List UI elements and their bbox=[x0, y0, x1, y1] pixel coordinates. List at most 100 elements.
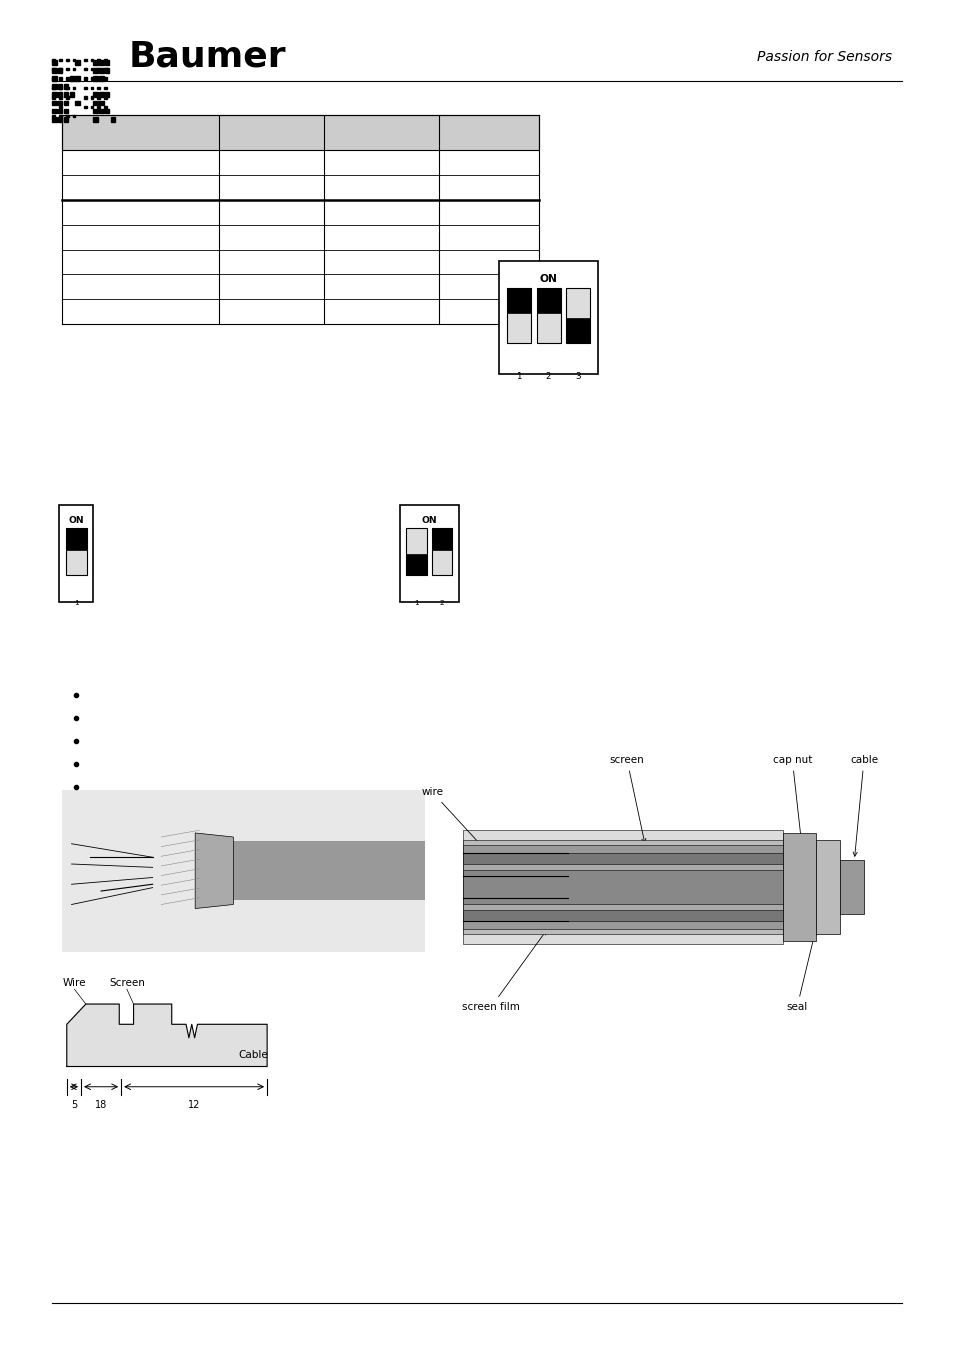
Text: 12: 12 bbox=[188, 1100, 200, 1110]
Bar bbox=[59, 115, 62, 117]
Polygon shape bbox=[195, 833, 233, 909]
Bar bbox=[105, 93, 109, 97]
Text: 3: 3 bbox=[575, 373, 580, 381]
Bar bbox=[104, 96, 107, 99]
Bar bbox=[99, 61, 104, 65]
Bar bbox=[64, 85, 69, 89]
Bar bbox=[93, 109, 98, 113]
Bar bbox=[52, 93, 57, 97]
Bar bbox=[66, 86, 69, 89]
Bar bbox=[406, 555, 427, 575]
Bar bbox=[52, 68, 55, 70]
Bar bbox=[59, 505, 93, 602]
Bar bbox=[62, 790, 424, 952]
Bar bbox=[99, 77, 104, 81]
Bar bbox=[64, 109, 69, 113]
Bar bbox=[507, 288, 531, 343]
Bar bbox=[498, 261, 598, 374]
Bar bbox=[66, 77, 69, 80]
Bar bbox=[97, 58, 100, 61]
Bar bbox=[52, 85, 57, 89]
Bar bbox=[62, 300, 538, 324]
Bar bbox=[58, 93, 63, 97]
Bar bbox=[99, 93, 104, 97]
Bar bbox=[66, 58, 69, 61]
Bar bbox=[565, 319, 589, 343]
Bar bbox=[105, 69, 109, 73]
Bar bbox=[91, 96, 93, 99]
Text: Screen: Screen bbox=[109, 977, 145, 988]
Text: cable: cable bbox=[849, 756, 877, 856]
Text: ON: ON bbox=[539, 274, 557, 284]
Text: 1: 1 bbox=[516, 373, 521, 381]
Bar bbox=[105, 109, 109, 113]
Text: Baumer: Baumer bbox=[129, 39, 286, 74]
Bar bbox=[507, 288, 531, 313]
Bar bbox=[99, 109, 104, 113]
Bar bbox=[64, 93, 69, 97]
Bar bbox=[462, 869, 782, 904]
Bar bbox=[84, 86, 87, 89]
Text: screen: screen bbox=[609, 756, 645, 842]
Bar bbox=[93, 77, 98, 81]
Bar bbox=[52, 69, 57, 73]
Bar bbox=[93, 117, 98, 121]
Bar bbox=[462, 845, 782, 929]
Bar bbox=[52, 61, 57, 65]
Bar bbox=[59, 86, 62, 89]
Bar bbox=[84, 58, 87, 61]
Bar bbox=[52, 117, 57, 121]
Bar bbox=[536, 288, 560, 343]
Bar bbox=[52, 109, 57, 113]
Bar bbox=[59, 77, 62, 80]
Text: ON: ON bbox=[69, 516, 84, 525]
Bar bbox=[536, 288, 560, 313]
Bar bbox=[104, 58, 107, 61]
Bar bbox=[64, 117, 69, 121]
Bar bbox=[62, 115, 538, 150]
Bar bbox=[70, 93, 74, 97]
Bar bbox=[91, 58, 93, 61]
Bar bbox=[91, 77, 93, 80]
Text: screen film: screen film bbox=[462, 930, 546, 1011]
Bar bbox=[431, 528, 452, 549]
Bar bbox=[97, 105, 100, 108]
Bar bbox=[52, 115, 55, 117]
Bar bbox=[75, 101, 80, 105]
Text: ON: ON bbox=[421, 516, 436, 525]
Polygon shape bbox=[67, 1004, 267, 1066]
Bar bbox=[91, 105, 93, 108]
Bar bbox=[99, 101, 104, 105]
Bar bbox=[399, 505, 458, 602]
Bar bbox=[84, 105, 87, 108]
Bar bbox=[52, 77, 55, 80]
Bar bbox=[52, 105, 55, 108]
Bar bbox=[225, 841, 424, 900]
Bar bbox=[52, 101, 57, 105]
Bar bbox=[58, 85, 63, 89]
Bar bbox=[91, 68, 93, 70]
Bar bbox=[93, 101, 98, 105]
Bar bbox=[462, 830, 782, 944]
Text: Passion for Sensors: Passion for Sensors bbox=[756, 50, 891, 63]
Bar bbox=[58, 101, 63, 105]
Bar bbox=[64, 101, 69, 105]
Bar bbox=[462, 853, 782, 921]
Bar bbox=[104, 77, 107, 80]
Bar bbox=[840, 860, 863, 914]
Bar bbox=[72, 58, 75, 61]
Bar bbox=[84, 68, 87, 70]
Bar bbox=[66, 115, 69, 117]
Bar bbox=[104, 68, 107, 70]
Text: Wire: Wire bbox=[63, 977, 86, 988]
Bar bbox=[782, 833, 816, 941]
Bar bbox=[52, 77, 57, 81]
Bar bbox=[52, 86, 55, 89]
Bar bbox=[62, 176, 538, 200]
Bar bbox=[93, 69, 98, 73]
Bar bbox=[58, 69, 63, 73]
Text: 5: 5 bbox=[71, 1100, 77, 1110]
Bar bbox=[93, 93, 98, 97]
Text: wire: wire bbox=[421, 787, 497, 864]
Text: seal: seal bbox=[785, 931, 816, 1011]
